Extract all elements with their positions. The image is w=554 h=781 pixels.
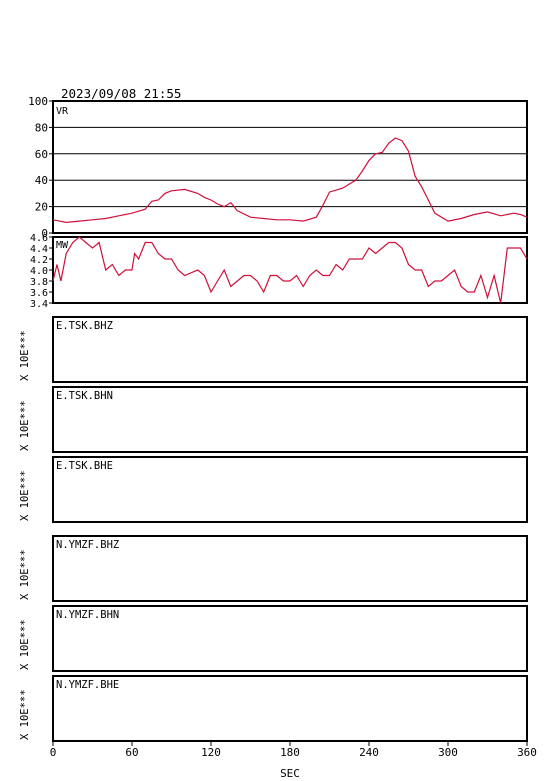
station-ylabel: X 10E*** <box>19 470 31 521</box>
station-panel: N.YMZF.BHE X 10E*** <box>19 675 528 742</box>
x-tick-label: 300 <box>438 746 458 759</box>
station-ylabel: X 10E*** <box>19 330 31 381</box>
mw-y-axis: 4.64.44.24.03.83.63.4 <box>30 233 53 310</box>
x-axis: 0 60 120 180 240 300 360 <box>50 741 537 759</box>
station-panel-frame <box>52 675 528 742</box>
station-panel: E.TSK.BHN X 10E*** <box>19 386 528 453</box>
vr-panel-frame <box>52 100 528 234</box>
station-name: N.YMZF.BHN <box>56 609 119 621</box>
station-name: N.YMZF.BHE <box>56 679 119 691</box>
station-panel: E.TSK.BHE X 10E*** <box>19 456 528 523</box>
x-tick-label: 0 <box>50 746 57 759</box>
y-tick-label: 4.6 <box>30 233 48 244</box>
x-axis-label: SEC <box>280 767 300 780</box>
datetime-header: 2023/09/08 21:55 <box>61 86 181 101</box>
x-tick-label: 120 <box>201 746 221 759</box>
y-tick-label: 100 <box>28 95 48 108</box>
y-tick-label: 40 <box>35 174 48 187</box>
station-ylabel: X 10E*** <box>19 619 31 670</box>
station-panel-frame <box>52 316 528 383</box>
station-name: E.TSK.BHE <box>56 460 113 472</box>
x-tick-label: 240 <box>359 746 379 759</box>
station-panel-frame <box>52 535 528 602</box>
y-tick-label: 80 <box>35 121 48 134</box>
y-tick-label: 3.6 <box>30 288 48 299</box>
station-name: N.YMZF.BHZ <box>56 539 119 551</box>
y-tick-label: 60 <box>35 148 48 161</box>
station-panel-frame <box>52 456 528 523</box>
vr-trace-line <box>52 137 528 224</box>
station-name: E.TSK.BHZ <box>56 320 113 332</box>
station-panels: E.TSK.BHZ X 10E*** E.TSK.BHN X 10E*** E.… <box>19 316 528 742</box>
y-tick-label: 3.8 <box>30 277 48 288</box>
station-ylabel: X 10E*** <box>19 549 31 600</box>
x-tick-label: 60 <box>125 746 138 759</box>
y-tick-label: 4.0 <box>30 266 48 277</box>
x-tick-label: 180 <box>280 746 300 759</box>
vr-y-axis: 100 80 60 40 20 0 <box>28 95 53 240</box>
y-tick-label: 0 <box>41 227 48 240</box>
y-tick-label: 4.2 <box>30 255 48 266</box>
vr-panel-label: VR <box>56 106 69 117</box>
station-name: E.TSK.BHN <box>56 390 113 402</box>
y-tick-label: 3.4 <box>30 299 48 310</box>
mw-panel-label: MW <box>56 240 69 251</box>
station-panel: N.YMZF.BHZ X 10E*** <box>19 535 528 602</box>
mw-trace-line <box>52 236 528 304</box>
y-tick-label: 4.4 <box>30 244 48 255</box>
station-panel-frame <box>52 605 528 672</box>
station-ylabel: X 10E*** <box>19 689 31 740</box>
station-panel: E.TSK.BHZ X 10E*** <box>19 316 528 383</box>
station-ylabel: X 10E*** <box>19 400 31 451</box>
x-tick-label: 360 <box>517 746 537 759</box>
vr-panel: VR 100 80 60 40 20 0 <box>28 95 528 240</box>
station-panel: N.YMZF.BHN X 10E*** <box>19 605 528 672</box>
vr-gridlines <box>53 126 527 208</box>
y-tick-label: 20 <box>35 201 48 214</box>
station-panel-frame <box>52 386 528 453</box>
mw-panel-frame <box>52 236 528 304</box>
mw-panel: MW 4.64.44.24.03.83.63.4 <box>30 233 528 310</box>
